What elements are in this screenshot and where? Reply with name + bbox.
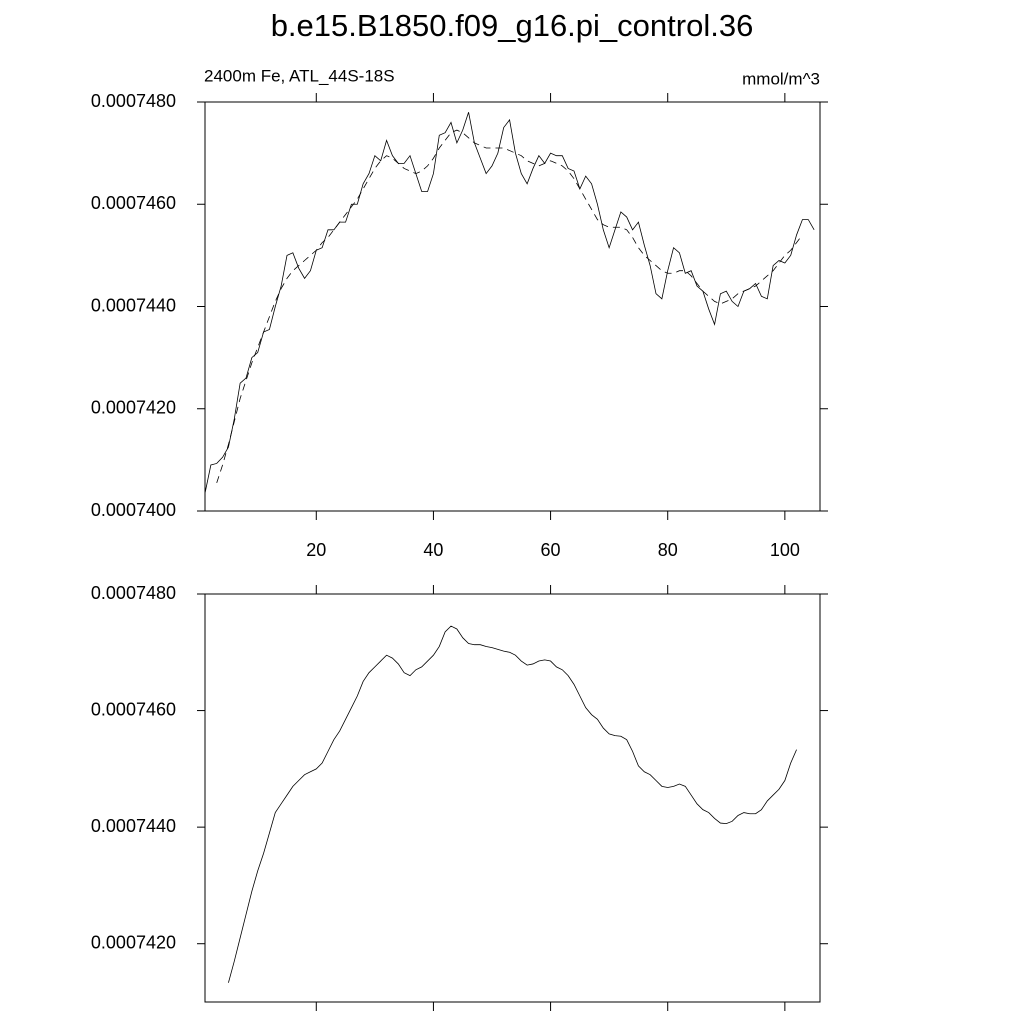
x-tick-label: 100 <box>770 540 800 560</box>
y-tick-label: 0.0007440 <box>91 295 176 315</box>
data-line <box>216 129 803 484</box>
plot-frame <box>204 101 821 512</box>
y-tick-label: 0.0007420 <box>91 398 176 418</box>
y-tick-label: 0.0007460 <box>91 193 176 213</box>
y-tick-label: 0.0007440 <box>91 816 176 836</box>
y-tick-label: 0.0007480 <box>91 583 176 603</box>
x-tick-label: 20 <box>306 540 326 560</box>
y-tick-label: 0.0007420 <box>91 932 176 952</box>
data-line <box>228 625 797 983</box>
chart-title: b.e15.B1850.f09_g16.pi_control.36 <box>271 8 754 43</box>
data-line <box>204 112 815 494</box>
x-tick-label: 80 <box>658 540 678 560</box>
x-tick-label: 60 <box>541 540 561 560</box>
plot-frame <box>204 593 821 1003</box>
y-tick-label: 0.0007460 <box>91 699 176 719</box>
subtitle-right: mmol/m^3 <box>742 69 820 88</box>
y-tick-label: 0.0007400 <box>91 500 176 520</box>
x-tick-label: 40 <box>423 540 443 560</box>
subtitle-left: 2400m Fe, ATL_44S-18S <box>204 66 395 85</box>
y-tick-label: 0.0007480 <box>91 91 176 111</box>
